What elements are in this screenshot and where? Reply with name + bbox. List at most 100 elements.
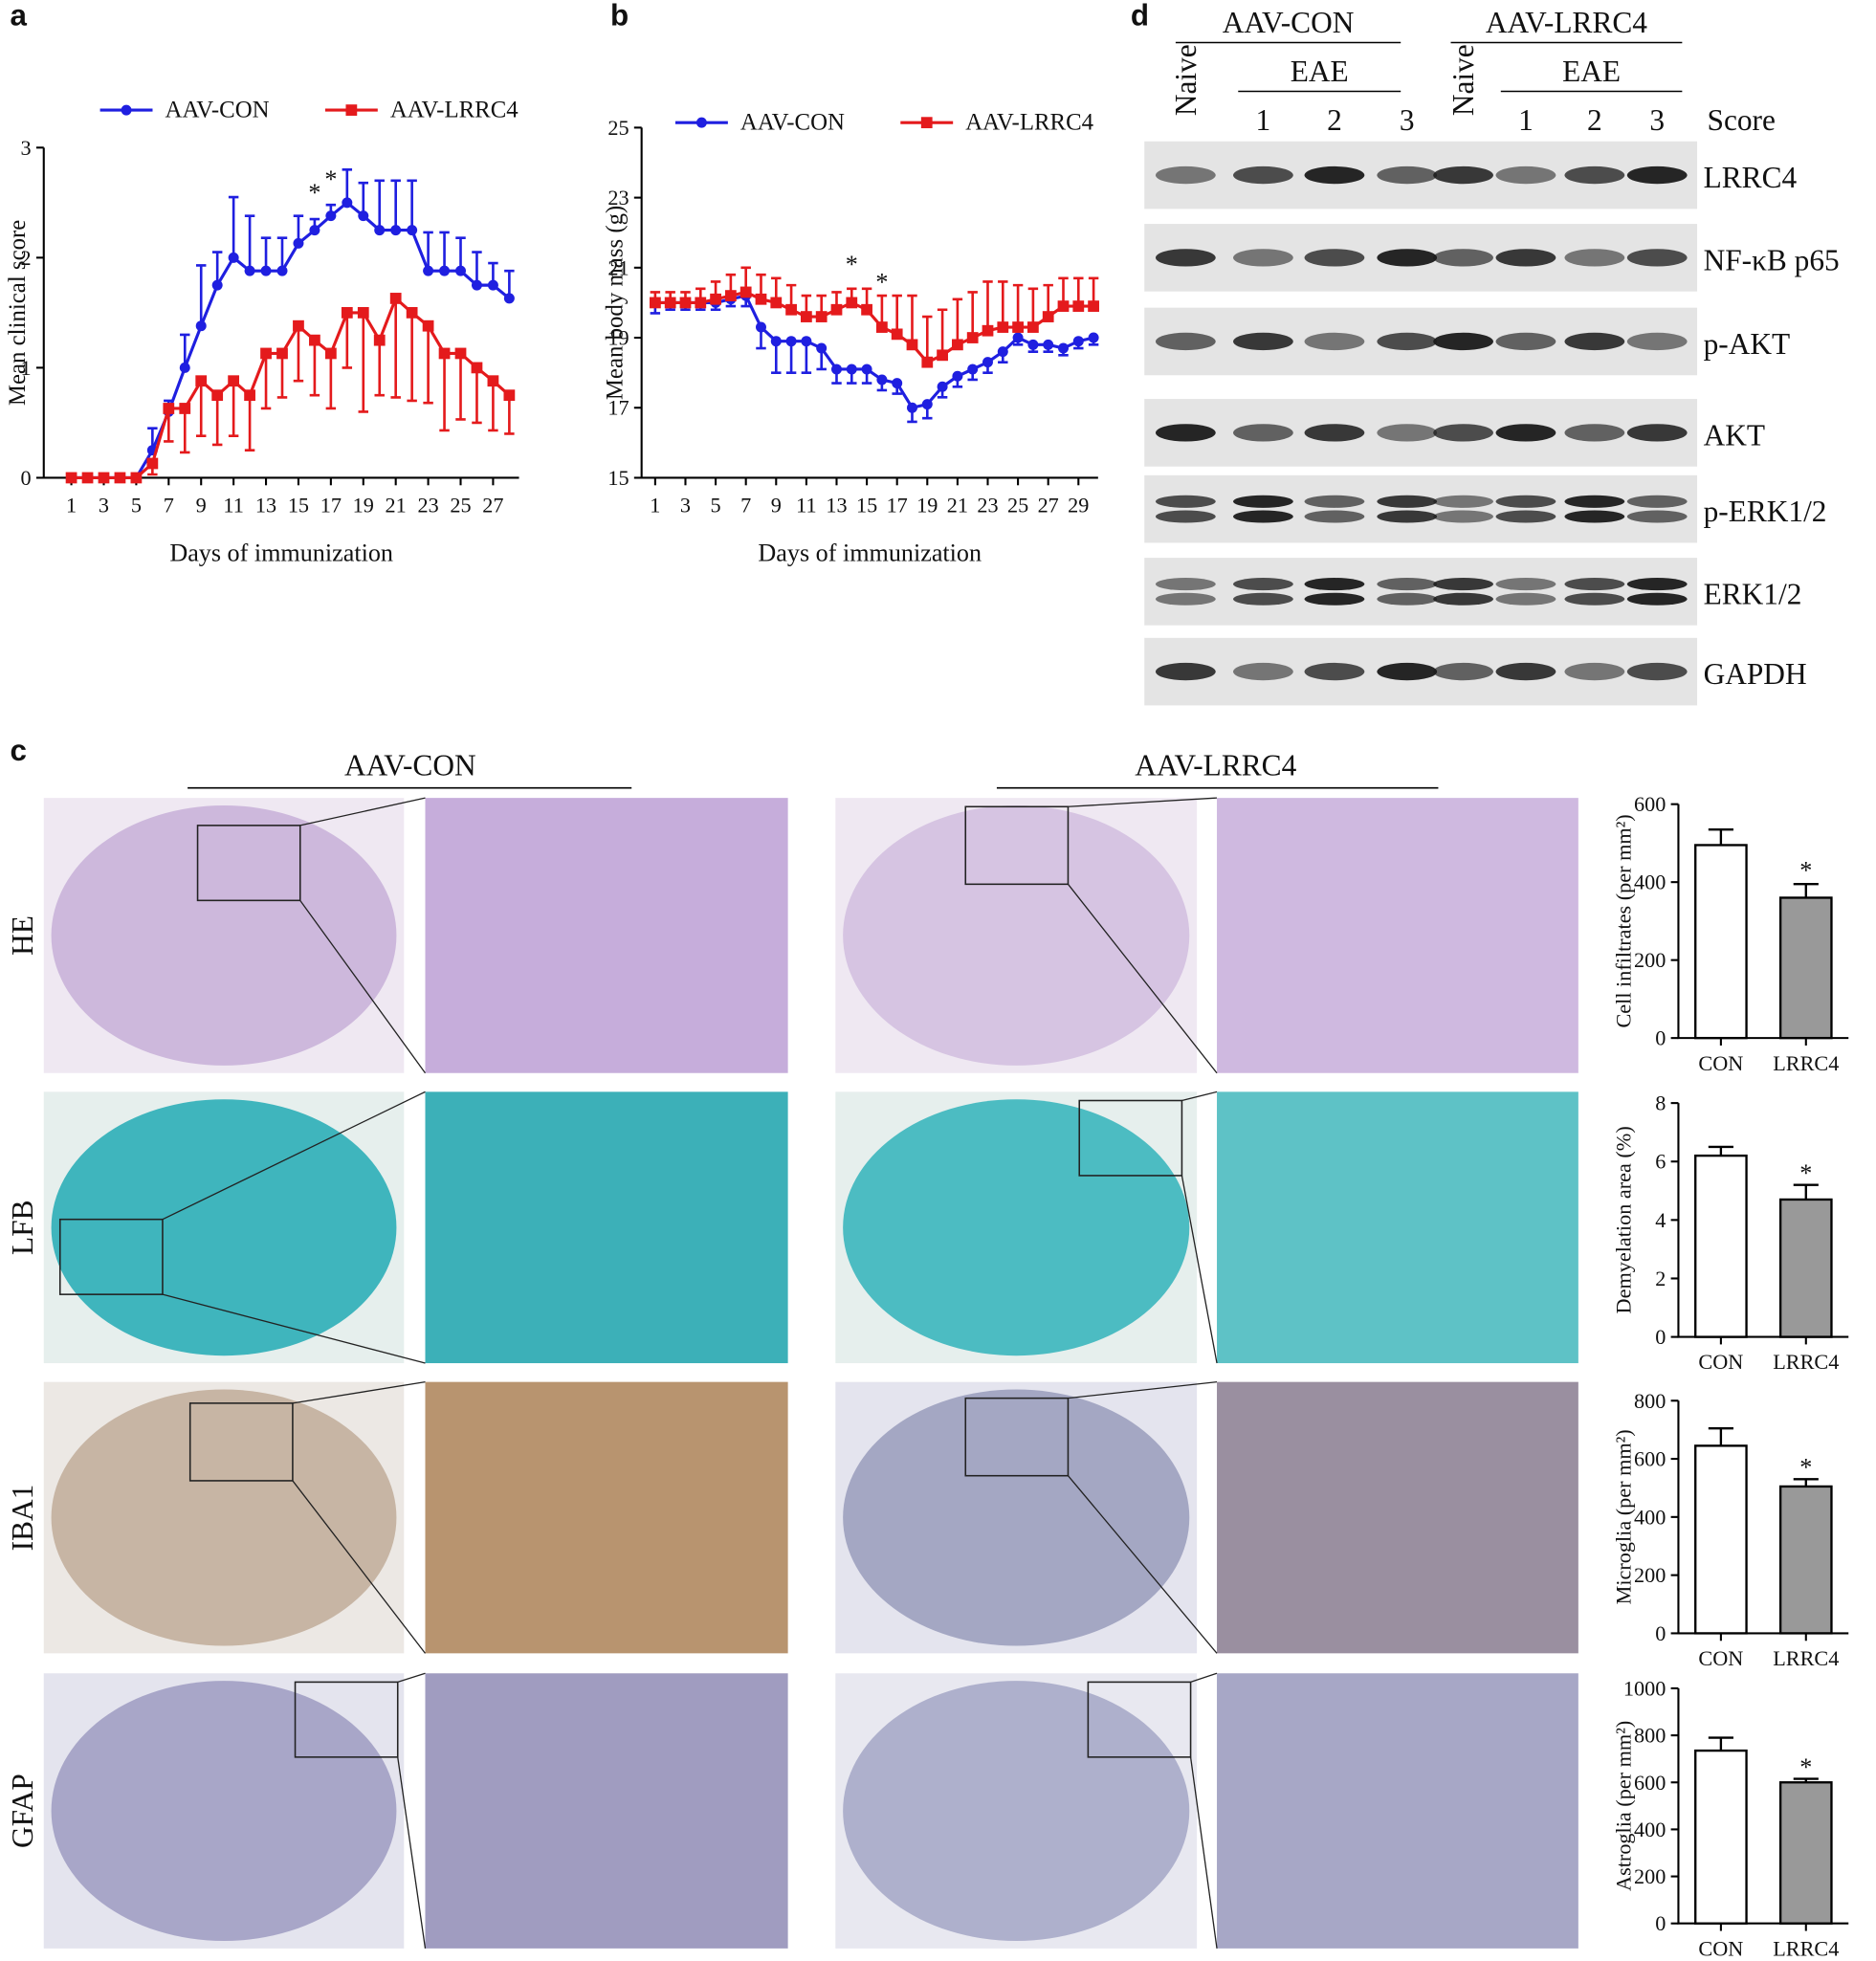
data-point: [846, 297, 858, 309]
data-point: [503, 389, 516, 402]
zoom-line: [162, 1293, 426, 1364]
error-bar: [907, 294, 917, 345]
blot-band: [1626, 495, 1688, 508]
bar: [1778, 896, 1833, 1040]
blot-group-label: AAV-CON: [1223, 6, 1355, 39]
y-tick-label: 200: [1634, 1563, 1666, 1587]
error-bar: [260, 236, 272, 272]
protein-label: GAPDH: [1704, 657, 1807, 691]
y-axis-label: Cell infiltrates (per mm²): [1611, 814, 1635, 1027]
x-tick-label: 27: [1038, 494, 1059, 518]
blot-band: [1564, 495, 1625, 508]
inset-box: [1087, 1681, 1192, 1758]
error-bar: [1012, 283, 1024, 328]
x-tick-label: 15: [288, 494, 309, 518]
data-point: [785, 336, 797, 347]
legend-label: AAV-LRRC4: [390, 98, 519, 123]
blot-band: [1433, 662, 1493, 681]
error-bar: [244, 214, 255, 272]
naive-label: Naive: [1169, 44, 1203, 116]
data-point: [801, 311, 812, 322]
micrograph-zoom: [1217, 1673, 1578, 1949]
data-point: [785, 303, 797, 316]
blot-band: [1304, 165, 1365, 185]
score-label: 2: [1587, 103, 1602, 137]
y-tick-label: 21: [607, 255, 629, 279]
data-point: [755, 293, 767, 305]
y-tick-label: 800: [1634, 1724, 1666, 1748]
naive-label: Naive: [1446, 44, 1480, 116]
zoom-line: [162, 1091, 426, 1221]
error-bar: [1708, 1145, 1733, 1157]
blot-band: [1564, 592, 1625, 606]
tissue-section: [843, 1681, 1190, 1942]
blot-band: [1495, 662, 1556, 681]
error-bar: [325, 353, 337, 410]
blot-band: [1433, 578, 1493, 591]
tissue-section: [843, 804, 1190, 1066]
data-point: [276, 265, 288, 276]
x-tick-label: LRRC4: [1773, 1646, 1839, 1670]
data-point: [195, 375, 208, 387]
zoom-line: [1067, 1475, 1218, 1654]
score-label: 3: [1400, 103, 1415, 137]
y-tick-label: 400: [1634, 870, 1666, 894]
annotation: *: [1799, 1454, 1812, 1482]
y-tick-label: 4: [1655, 1208, 1666, 1232]
error-bar: [771, 341, 782, 374]
data-point: [342, 197, 353, 209]
x-tick-label: LRRC4: [1773, 1936, 1839, 1960]
data-point: [1072, 300, 1085, 312]
blot-band: [1626, 578, 1688, 591]
y-tick-label: 0: [1655, 1911, 1666, 1935]
inset-box: [196, 825, 301, 902]
data-point: [1027, 321, 1039, 333]
data-point: [357, 307, 369, 319]
data-point: [921, 399, 933, 410]
y-tick-label: 200: [1634, 1864, 1666, 1888]
error-bar: [472, 251, 482, 286]
data-point: [921, 356, 934, 368]
x-tick-label: 27: [482, 494, 503, 518]
x-tick-label: 23: [977, 494, 998, 518]
data-point: [997, 321, 1009, 333]
blot-band: [1626, 249, 1688, 267]
zoom-line: [292, 1381, 426, 1404]
blot-band: [1155, 165, 1216, 185]
blot-band: [1377, 662, 1438, 681]
zoom-line: [1068, 1381, 1218, 1399]
blot-band: [1155, 332, 1216, 351]
blot-band: [1495, 495, 1556, 508]
blot-band: [1304, 578, 1365, 591]
micrograph-zoom: [425, 798, 788, 1073]
data-point: [81, 472, 94, 484]
data-point: [1088, 300, 1099, 312]
y-tick-label: 6: [1655, 1150, 1666, 1174]
error-bar: [228, 195, 239, 258]
data-point: [695, 297, 707, 309]
x-tick-label: 15: [856, 494, 877, 518]
data-point: [471, 279, 482, 291]
stain-label: HE: [6, 915, 39, 956]
blot-band: [1495, 592, 1556, 606]
inset-box: [964, 805, 1070, 886]
blot-band: [1233, 165, 1293, 185]
data-point: [891, 328, 903, 341]
annotation: *: [324, 165, 337, 193]
x-tick-label: 17: [887, 494, 908, 518]
data-point: [309, 225, 320, 236]
blot-band: [1564, 165, 1625, 185]
data-point: [1012, 321, 1024, 333]
x-tick-label: 19: [353, 494, 374, 518]
score-label: 1: [1518, 103, 1534, 137]
y-tick-label: 400: [1634, 1505, 1666, 1529]
error-bar: [358, 181, 369, 216]
data-point: [679, 297, 692, 309]
zoom-line: [292, 1480, 427, 1654]
error-bar: [276, 353, 288, 399]
error-bar: [309, 340, 320, 397]
error-bar: [937, 308, 948, 356]
y-tick-label: 1000: [1623, 1676, 1666, 1700]
data-point: [664, 297, 676, 309]
x-tick-label: 7: [740, 494, 751, 518]
